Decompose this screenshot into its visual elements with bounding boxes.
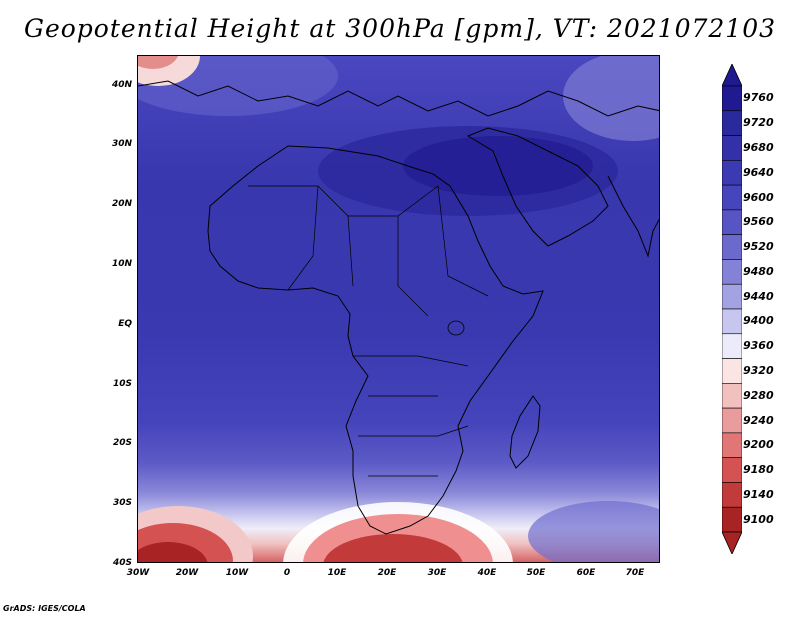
- colorbar-segment: [722, 482, 742, 508]
- colorbar-segment: [722, 259, 742, 285]
- colorbar-level-label: 9100: [743, 512, 774, 526]
- lon-label-30e: 30E: [427, 568, 447, 578]
- south-trough-core: [323, 534, 463, 562]
- colorbar-segment: [722, 407, 742, 434]
- lon-label-30w: 30W: [126, 568, 150, 578]
- colorbar-level-label: 9140: [743, 487, 774, 501]
- lat-label-10n: 10N: [111, 259, 132, 269]
- colorbar-level-label: 9560: [743, 215, 774, 229]
- colorbar-bottom-arrow: [722, 531, 742, 554]
- colorbar-level-label: 9200: [743, 438, 774, 452]
- lat-label-40s: 40S: [112, 558, 132, 568]
- colorbar-level-label: 9320: [743, 363, 774, 377]
- colorbar-segment: [722, 85, 742, 112]
- lon-label-20e: 20E: [377, 568, 397, 578]
- nw-low-core: [138, 56, 178, 69]
- colorbar-segment: [722, 110, 742, 136]
- lon-label-40e: 40E: [477, 568, 497, 578]
- colorbar-level-label: 9680: [743, 140, 774, 154]
- colorbar-segment: [722, 283, 742, 310]
- lat-label-eq: EQ: [118, 319, 132, 329]
- lon-label-10e: 10E: [327, 568, 347, 578]
- lat-label-30n: 30N: [111, 139, 132, 149]
- colorbar-level-label: 9280: [743, 388, 774, 402]
- colorbar: [722, 64, 742, 554]
- lat-label-30s: 30S: [112, 498, 132, 508]
- lat-label-10s: 10S: [112, 379, 132, 389]
- europe-coastline: [138, 80, 659, 117]
- colorbar-level-label: 9360: [743, 339, 774, 353]
- colorbar-segment: [722, 358, 742, 384]
- colorbar-segment: [722, 383, 742, 409]
- northeast-light-band: [563, 56, 659, 141]
- lat-label-20n: 20N: [111, 199, 132, 209]
- colorbar-level-label: 9720: [743, 116, 774, 130]
- africa-coastline: [207, 145, 544, 535]
- colorbar-top-arrow: [722, 64, 742, 87]
- colorbar-level-label: 9760: [743, 91, 774, 105]
- india-coastline: [607, 175, 659, 258]
- lon-label-20w: 20W: [175, 568, 199, 578]
- colorbar-segment: [722, 135, 742, 161]
- colorbar-level-label: 9400: [743, 314, 774, 328]
- map-title: Geopotential Height at 300hPa [gpm], VT:…: [23, 14, 777, 43]
- colorbar-segment: [722, 506, 742, 533]
- colorbar-segment: [722, 160, 742, 186]
- lat-label-20s: 20S: [112, 438, 132, 448]
- high-core-inner: [403, 136, 593, 196]
- lon-label-50e: 50E: [526, 568, 546, 578]
- colorbar-segment: [722, 308, 742, 335]
- country-borders: [248, 185, 489, 477]
- lake-victoria: [447, 320, 465, 336]
- grads-credit: GrADS: IGES/COLA: [3, 604, 86, 613]
- colorbar-segment: [722, 209, 742, 235]
- colorbar-level-label: 9180: [743, 463, 774, 477]
- lon-label-70e: 70E: [625, 568, 645, 578]
- colorbar-segment: [722, 234, 742, 260]
- map-panel: [137, 55, 660, 563]
- colorbar-segment: [722, 457, 742, 483]
- lon-label-10w: 10W: [225, 568, 249, 578]
- lat-label-40n: 40N: [111, 80, 132, 90]
- colorbar-level-label: 9480: [743, 264, 774, 278]
- se-light-band: [528, 501, 659, 562]
- colorbar-level-label: 9440: [743, 289, 774, 303]
- colorbar-level-label: 9520: [743, 240, 774, 254]
- arabia-coastline: [466, 127, 609, 247]
- lon-label-60e: 60E: [576, 568, 596, 578]
- colorbar-level-label: 9640: [743, 165, 774, 179]
- sw-trough-core: [138, 542, 208, 562]
- colorbar-segment: [722, 432, 742, 458]
- colorbar-level-label: 9600: [743, 190, 774, 204]
- lon-label-0: 0: [283, 568, 291, 578]
- madagascar-coastline: [509, 395, 541, 469]
- geopotential-field: [138, 56, 659, 562]
- colorbar-segment: [722, 333, 742, 359]
- colorbar-level-label: 9240: [743, 413, 774, 427]
- colorbar-segment: [722, 184, 742, 211]
